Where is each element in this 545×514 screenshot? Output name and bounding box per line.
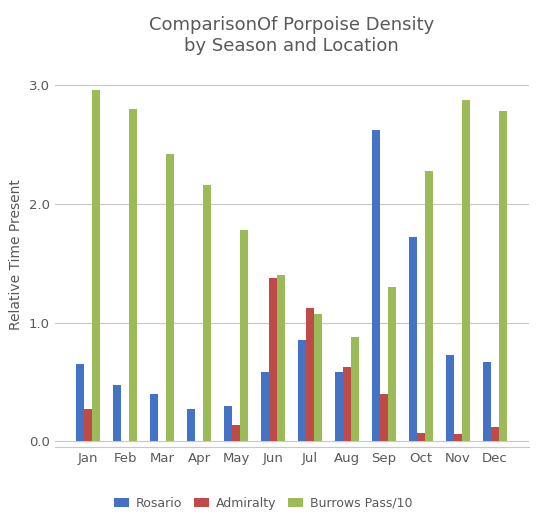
Bar	[335, 373, 343, 441]
Bar	[203, 185, 211, 441]
Bar	[491, 427, 499, 441]
Bar	[92, 90, 100, 441]
Bar	[277, 275, 285, 441]
Bar	[298, 340, 306, 441]
Bar	[388, 287, 396, 441]
Bar	[454, 434, 462, 441]
Bar	[409, 237, 417, 441]
Bar	[187, 409, 195, 441]
Title: ComparisonOf Porpoise Density
by Season and Location: ComparisonOf Porpoise Density by Season …	[149, 16, 434, 54]
Bar	[380, 394, 388, 441]
Bar	[166, 154, 174, 441]
Bar	[129, 109, 137, 441]
Bar	[499, 112, 507, 441]
Bar	[343, 366, 351, 441]
Bar	[314, 315, 322, 441]
Bar	[84, 409, 92, 441]
Bar	[425, 171, 433, 441]
Bar	[351, 337, 359, 441]
Bar	[462, 100, 470, 441]
Legend: Rosario, Admiralty, Burrows Pass/10: Rosario, Admiralty, Burrows Pass/10	[109, 492, 417, 514]
Y-axis label: Relative Time Present: Relative Time Present	[9, 179, 23, 330]
Bar	[483, 362, 491, 441]
Bar	[417, 433, 425, 441]
Bar	[261, 373, 269, 441]
Bar	[372, 131, 380, 441]
Bar	[113, 386, 121, 441]
Bar	[269, 278, 277, 441]
Bar	[224, 406, 232, 441]
Bar	[76, 364, 84, 441]
Bar	[240, 230, 249, 441]
Bar	[150, 394, 158, 441]
Bar	[232, 425, 240, 441]
Bar	[446, 355, 454, 441]
Bar	[306, 308, 314, 441]
